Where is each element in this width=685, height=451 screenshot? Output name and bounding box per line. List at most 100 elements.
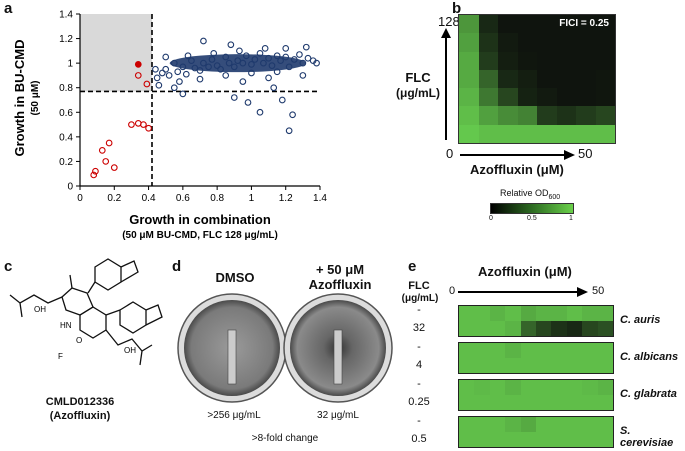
heatmap-cell	[551, 358, 567, 373]
heatmap-cell	[489, 343, 506, 358]
heatmap-cell	[520, 395, 536, 410]
scatter-plot: 0 0.2 0.4 0.6 0.8 1 1.2 1.4 0 0.2 0.4 0.6 0.8 1 1.2 1.4…	[12, 10, 327, 242]
heatmap-cell	[489, 432, 506, 447]
colorbar-title: Relative OD600	[500, 188, 560, 201]
heatmap-cell	[489, 358, 506, 373]
heatmap-cell	[576, 106, 596, 125]
heatmap-cell	[520, 380, 536, 395]
treatment-label-line2: Azoffluxin	[308, 277, 372, 292]
data-point-library	[196, 67, 204, 74]
heatmap-cell	[566, 321, 583, 336]
heatmap-cell	[551, 432, 567, 447]
heatmap-cell	[478, 51, 498, 70]
y-tick-label: 1.2	[59, 34, 73, 45]
heatmap-cell	[474, 358, 490, 373]
data-point-library	[261, 45, 269, 52]
data-point-library	[165, 72, 173, 79]
heatmap-cell	[498, 124, 518, 143]
heatmap-cell	[517, 33, 537, 52]
heatmap-cell	[474, 321, 490, 336]
species-2: C. glabrata	[620, 388, 677, 400]
heatmap-cell	[478, 88, 498, 107]
heatmap-cell	[459, 33, 479, 52]
heatmap-cell	[582, 358, 598, 373]
treatment-label-line1: + 50 μM	[315, 262, 365, 277]
data-point-library	[296, 51, 303, 58]
data-point-library	[256, 108, 264, 116]
colorbar-tick-1: 1	[569, 215, 573, 222]
atom-hn: HN	[60, 321, 72, 330]
heatmap-cell	[478, 33, 498, 52]
heatmap-cell	[551, 380, 567, 395]
atom-oh-1: OH	[34, 305, 46, 314]
flc-val-1: 4	[415, 359, 423, 371]
heatmap-cell	[517, 124, 537, 143]
heatmap-cell	[517, 106, 537, 125]
heatmap-cell	[517, 15, 537, 34]
heatmap-cell	[498, 15, 518, 34]
heatmap-cell	[597, 358, 613, 373]
heatmap-cell	[474, 306, 490, 321]
heatmap-cell	[459, 69, 479, 89]
heatmap-cell	[556, 51, 576, 70]
heatmap-cell	[517, 51, 537, 70]
origin-label: 0	[446, 146, 454, 161]
heatmap-cell	[537, 15, 557, 34]
heatmap-cell	[535, 321, 552, 336]
data-point-library	[174, 68, 182, 76]
heatmap-cell	[474, 417, 490, 432]
heatmap-cell	[551, 321, 567, 336]
heatmap-cell	[474, 395, 490, 410]
strip-s-cerevisiae	[458, 416, 614, 448]
y-tick-label: 0.8	[59, 83, 73, 94]
flc-top-2: -	[417, 378, 421, 390]
atom-o: O	[76, 336, 82, 345]
data-point-library	[244, 99, 252, 106]
data-point-library	[239, 78, 247, 85]
heatmap-cell	[505, 432, 521, 447]
data-point-hits	[90, 171, 98, 179]
heatmap-cell	[537, 51, 557, 70]
heatmap-cell	[459, 343, 475, 358]
heatmap-cell	[597, 321, 613, 336]
heatmap-cell	[595, 51, 615, 70]
data-point-library	[282, 53, 290, 61]
heatmap-cell	[535, 358, 552, 373]
data-point-library	[285, 127, 293, 135]
x-tick-label: 0.8	[210, 193, 224, 204]
heatmap-cell	[517, 69, 537, 89]
flc-top-1: -	[417, 341, 421, 353]
heatmap-cell	[489, 417, 506, 432]
data-point-library	[278, 96, 286, 104]
heatmap-cell	[576, 124, 596, 143]
heatmap-cell	[459, 380, 475, 395]
data-point-library	[162, 53, 170, 61]
heatmap-cell	[576, 88, 596, 107]
heatmap-cell	[551, 417, 567, 432]
heatmap-cell	[478, 106, 498, 125]
data-point-library	[179, 63, 187, 71]
data-point-library	[176, 78, 183, 85]
heatmap-cell	[566, 306, 583, 321]
data-point-hits	[140, 121, 147, 128]
heatmap-cell	[535, 306, 552, 321]
data-point-hits	[102, 158, 110, 165]
panel-label-e: e	[408, 258, 417, 275]
heatmap-cell	[459, 358, 475, 373]
data-point-library	[205, 63, 212, 71]
data-point-hits	[110, 164, 118, 171]
heatmap-cell	[478, 69, 498, 89]
heatmap-cell	[566, 432, 583, 447]
data-point-library	[222, 53, 230, 61]
heatmap-cell	[597, 432, 613, 447]
data-point-library	[299, 72, 307, 79]
heatmap-cell	[517, 88, 537, 107]
heatmap-cell	[582, 306, 598, 321]
panel-label-d: d	[172, 258, 182, 275]
data-point-library	[230, 94, 238, 101]
heatmap-cell	[520, 343, 536, 358]
mic-dmso: >256 μg/mL	[207, 410, 261, 421]
heatmap-cell	[489, 380, 506, 395]
heatmap-cell	[478, 15, 498, 34]
colorbar-tick-mid: 0.5	[527, 215, 537, 222]
